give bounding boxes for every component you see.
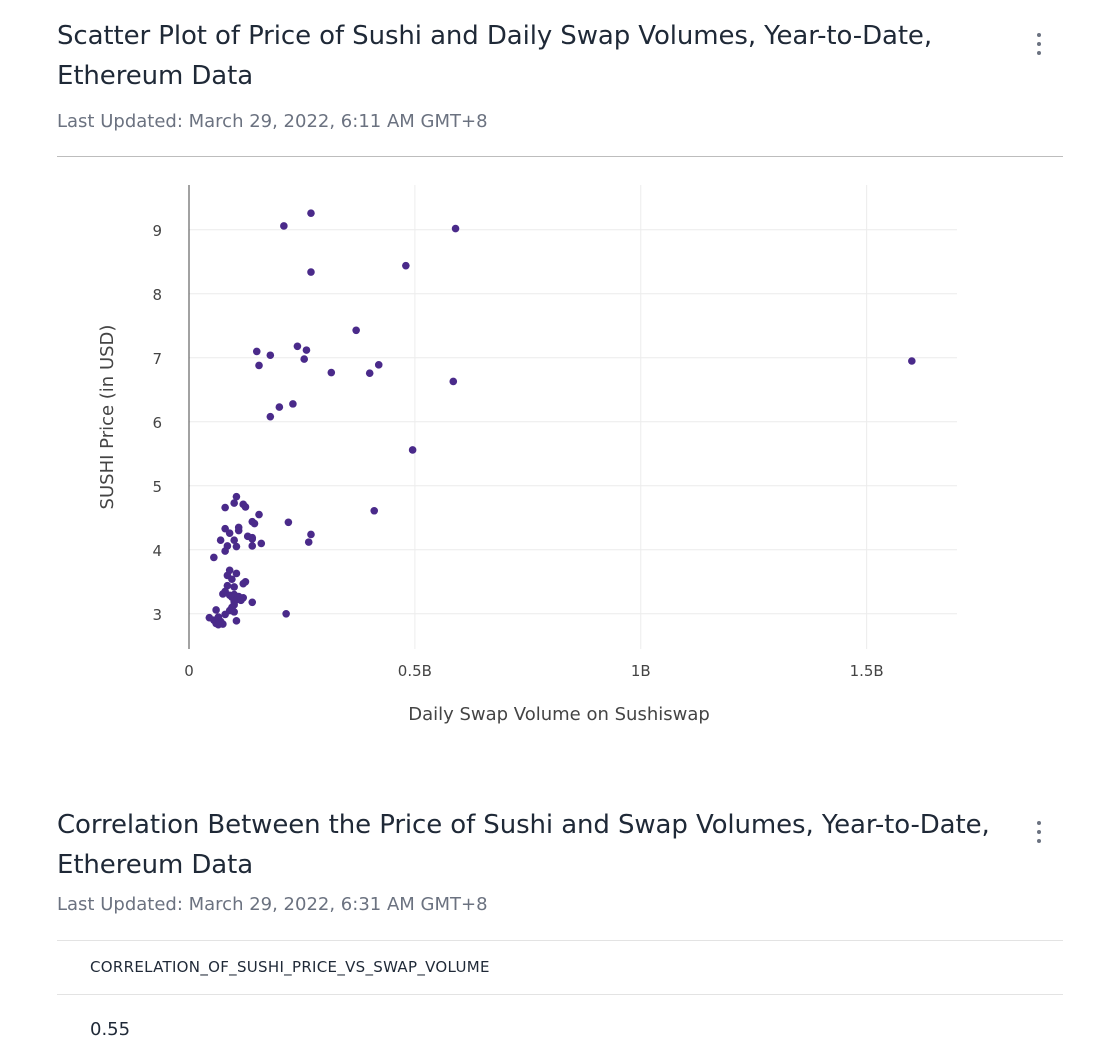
- scatter-point[interactable]: [275, 403, 284, 411]
- data-points: [205, 209, 916, 629]
- scatter-point[interactable]: [302, 346, 311, 354]
- scatter-point[interactable]: [284, 518, 293, 527]
- tick-labels: 3 4 5 6 7 8 9 0 0.5B 1B 1.5B: [152, 222, 883, 680]
- y-tick-label: 5: [152, 478, 162, 496]
- y-tick-label: 8: [152, 286, 162, 304]
- scatter-point[interactable]: [248, 535, 257, 543]
- scatter-point[interactable]: [232, 569, 241, 578]
- y-axis-label: SUSHI Price (in USD): [97, 325, 118, 510]
- x-tick-label: 0: [184, 662, 194, 680]
- scatter-point[interactable]: [241, 503, 250, 511]
- scatter-point[interactable]: [228, 575, 236, 584]
- scatter-point[interactable]: [210, 553, 218, 562]
- scatter-point[interactable]: [304, 538, 313, 546]
- scatter-point[interactable]: [230, 608, 238, 616]
- scatter-point[interactable]: [374, 361, 383, 369]
- scatter-point[interactable]: [219, 590, 227, 598]
- x-axis-label: Daily Swap Volume on Sushiswap: [408, 704, 710, 725]
- scatter-panel: Scatter Plot of Price of Sushi and Daily…: [57, 0, 1063, 760]
- scatter-point[interactable]: [248, 542, 257, 550]
- scatter-point[interactable]: [230, 583, 238, 591]
- scatter-point[interactable]: [370, 506, 379, 515]
- panel-divider: [57, 156, 1063, 157]
- scatter-point[interactable]: [327, 368, 336, 377]
- scatter-point[interactable]: [252, 347, 261, 356]
- scatter-point[interactable]: [280, 222, 288, 230]
- scatter-point[interactable]: [239, 579, 248, 588]
- scatter-point[interactable]: [266, 412, 275, 421]
- scatter-point[interactable]: [307, 530, 315, 539]
- scatter-point[interactable]: [408, 446, 417, 454]
- scatter-chart[interactable]: 3 4 5 6 7 8 9 0 0.5B 1B 1.5B Daily Swap Volume on …: [57, 170, 1063, 750]
- scatter-point[interactable]: [451, 224, 460, 233]
- scatter-point[interactable]: [212, 606, 220, 614]
- scatter-point[interactable]: [289, 400, 297, 408]
- grid: [189, 185, 957, 649]
- scatter-point[interactable]: [232, 492, 241, 501]
- scatter-point[interactable]: [300, 355, 308, 363]
- panel-title: Correlation Between the Price of Sushi a…: [57, 810, 990, 880]
- scatter-point[interactable]: [216, 536, 225, 544]
- scatter-point[interactable]: [293, 342, 302, 351]
- scatter-point[interactable]: [307, 268, 315, 276]
- table-column-header: CORRELATION_OF_SUSHI_PRICE_VS_SWAP_VOLUM…: [90, 958, 490, 976]
- scatter-point[interactable]: [908, 357, 916, 365]
- y-tick-label: 6: [152, 414, 162, 432]
- scatter-point[interactable]: [225, 529, 234, 537]
- scatter-point[interactable]: [230, 536, 238, 544]
- scatter-point[interactable]: [402, 261, 410, 270]
- scatter-point[interactable]: [221, 547, 229, 555]
- correlation-panel: Correlation Between the Price of Sushi a…: [57, 790, 1063, 1058]
- scatter-point[interactable]: [248, 598, 257, 607]
- scatter-point[interactable]: [250, 519, 259, 528]
- scatter-point[interactable]: [234, 526, 243, 535]
- last-updated: Last Updated: March 29, 2022, 6:31 AM GM…: [57, 894, 488, 915]
- x-tick-label: 0.5B: [398, 662, 432, 680]
- scatter-point[interactable]: [266, 351, 275, 360]
- y-tick-label: 7: [152, 350, 162, 368]
- scatter-point[interactable]: [307, 209, 315, 217]
- table-cell-correlation: 0.55: [90, 1019, 131, 1040]
- x-tick-label: 1B: [631, 662, 651, 680]
- more-vertical-icon[interactable]: [1027, 814, 1051, 850]
- x-tick-label: 1.5B: [850, 662, 884, 680]
- scatter-point[interactable]: [255, 361, 263, 370]
- panel-title: Scatter Plot of Price of Sushi and Daily…: [57, 21, 932, 91]
- scatter-point[interactable]: [232, 542, 241, 551]
- more-vertical-icon[interactable]: [1027, 26, 1051, 62]
- scatter-point[interactable]: [282, 610, 290, 618]
- last-updated: Last Updated: March 29, 2022, 6:11 AM GM…: [57, 111, 488, 132]
- scatter-point[interactable]: [237, 596, 245, 605]
- scatter-point[interactable]: [449, 377, 458, 386]
- scatter-point[interactable]: [365, 369, 374, 377]
- scatter-point[interactable]: [232, 617, 241, 625]
- scatter-point[interactable]: [221, 503, 229, 512]
- scatter-point[interactable]: [257, 539, 266, 548]
- scatter-point[interactable]: [221, 610, 229, 619]
- scatter-point[interactable]: [255, 510, 263, 519]
- y-tick-label: 9: [152, 222, 162, 240]
- scatter-point[interactable]: [230, 499, 238, 507]
- y-tick-label: 3: [152, 606, 162, 624]
- scatter-point[interactable]: [214, 620, 223, 629]
- y-tick-label: 4: [152, 542, 162, 560]
- scatter-point[interactable]: [352, 326, 360, 335]
- table-header-border: [57, 994, 1063, 995]
- table-top-border: [57, 940, 1063, 941]
- scatter-point[interactable]: [223, 581, 232, 590]
